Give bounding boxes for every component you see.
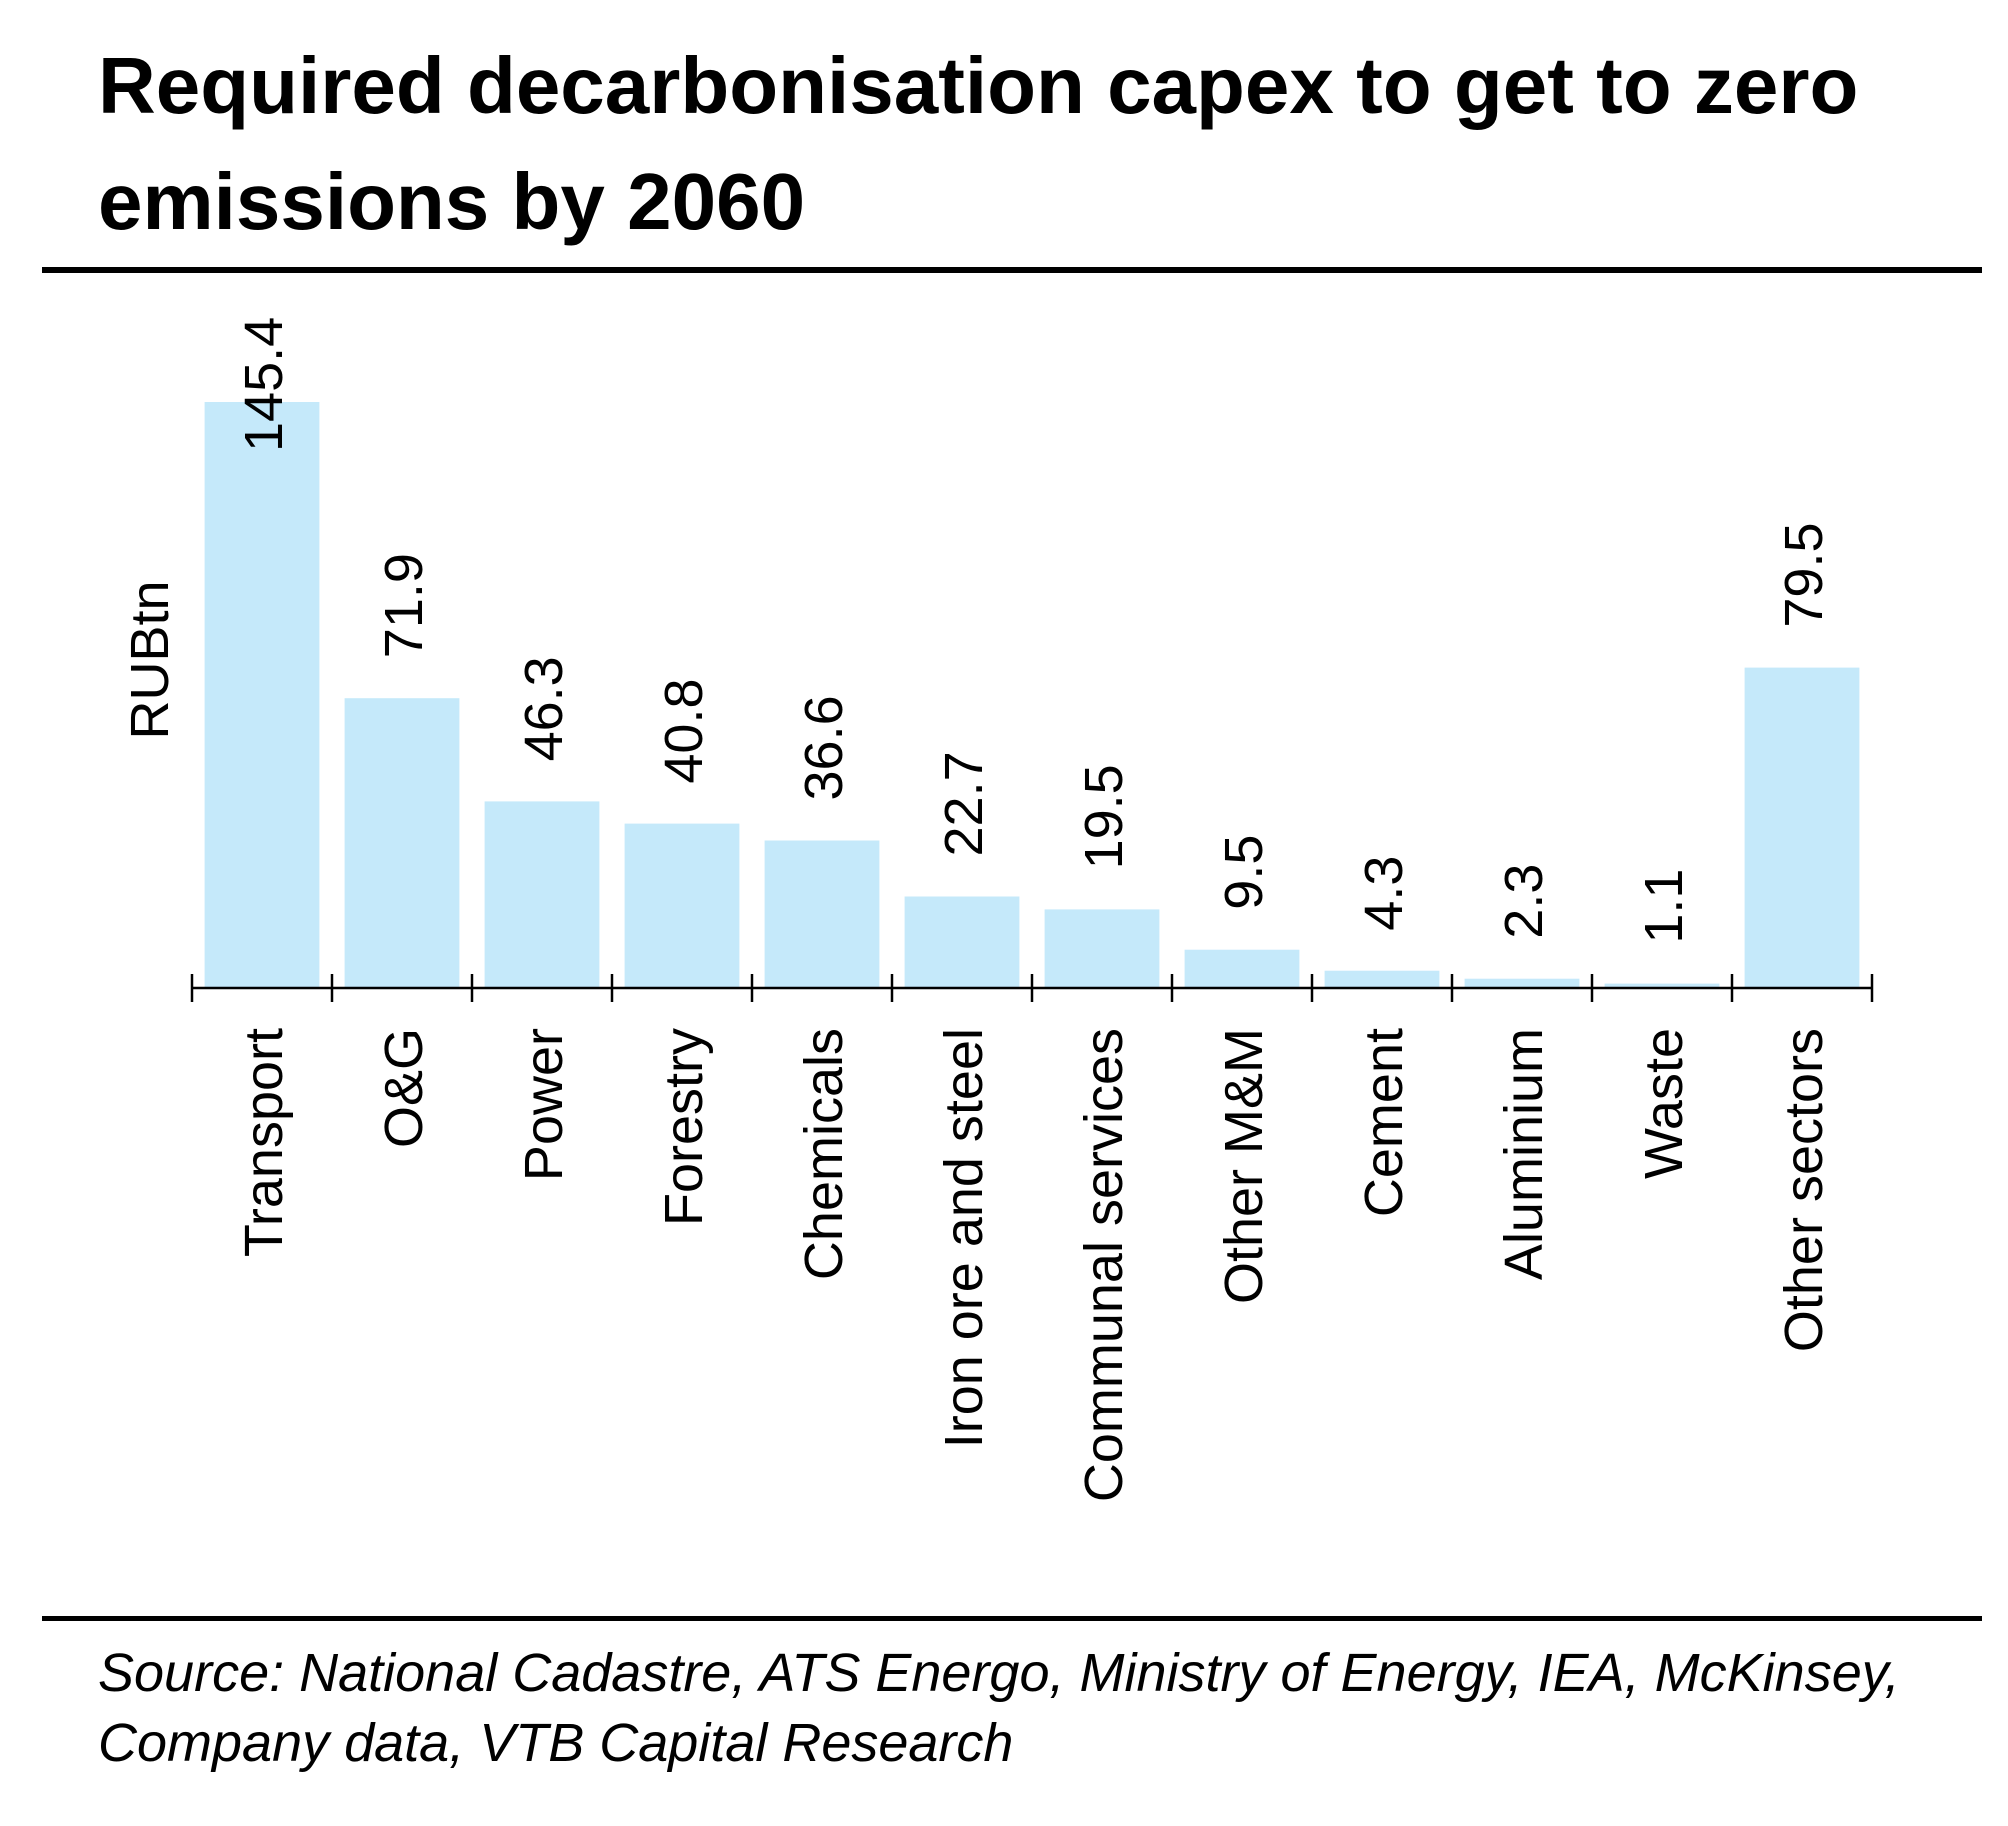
title-divider (42, 267, 1982, 273)
data-label-other-m-m: 9.5 (1214, 835, 1274, 910)
bar-waste (1604, 983, 1720, 988)
tick-label-power: Power (514, 1028, 574, 1181)
bar-transport (204, 402, 320, 988)
source-note: Source: National Cadastre, ATS Energo, M… (98, 1643, 1900, 1773)
data-label-communal-services: 19.5 (1074, 764, 1134, 869)
bar-o-g (344, 698, 460, 988)
bar-communal-services (1044, 909, 1160, 988)
data-label-o-g: 71.9 (374, 553, 434, 658)
tick-label-aluminium: Aluminium (1494, 1028, 1554, 1280)
bar-chart: 145.4 Transport 71.9 O&G 46.3 Power 40.8 Forest… (120, 317, 1874, 1502)
tick-label-transport: Transport (234, 1028, 294, 1257)
bar-cement (1324, 970, 1440, 988)
tick-label-o-g: O&G (374, 1028, 434, 1148)
chart-title: Required decarbonisation capex to get to… (98, 41, 1859, 246)
data-label-power: 46.3 (514, 656, 574, 761)
bars-layer (204, 402, 1860, 988)
x-axis (190, 974, 1874, 1002)
data-label-iron-ore-and-steel: 22.7 (934, 751, 994, 856)
labels-layer: 145.4 Transport 71.9 O&G 46.3 Power 40.8 Forest… (234, 317, 1834, 1502)
data-label-cement: 4.3 (1354, 856, 1414, 931)
data-label-aluminium: 2.3 (1494, 864, 1554, 939)
tick-label-iron-ore-and-steel: Iron ore and steel (934, 1028, 994, 1448)
bar-other-m-m (1184, 949, 1300, 988)
data-label-transport: 145.4 (234, 317, 294, 452)
data-label-forestry: 40.8 (654, 678, 714, 783)
bar-aluminium (1464, 978, 1580, 988)
tick-label-waste: Waste (1634, 1028, 1694, 1179)
source-divider (42, 1616, 1982, 1621)
bar-forestry (624, 823, 740, 988)
y-axis-label: RUBtn (120, 580, 180, 739)
data-label-waste: 1.1 (1634, 869, 1694, 944)
data-label-other-sectors: 79.5 (1774, 522, 1834, 627)
bar-chemicals (764, 840, 880, 988)
tick-label-cement: Cement (1354, 1028, 1414, 1217)
bar-iron-ore-and-steel (904, 896, 1020, 988)
tick-label-other-m-m: Other M&M (1214, 1028, 1274, 1304)
bar-power (484, 801, 600, 988)
data-label-chemicals: 36.6 (794, 695, 854, 800)
tick-label-forestry: Forestry (654, 1028, 714, 1226)
tick-label-communal-services: Communal services (1074, 1028, 1134, 1502)
tick-label-chemicals: Chemicals (794, 1028, 854, 1280)
tick-label-other-sectors: Other sectors (1774, 1028, 1834, 1352)
bar-other-sectors (1744, 667, 1860, 988)
